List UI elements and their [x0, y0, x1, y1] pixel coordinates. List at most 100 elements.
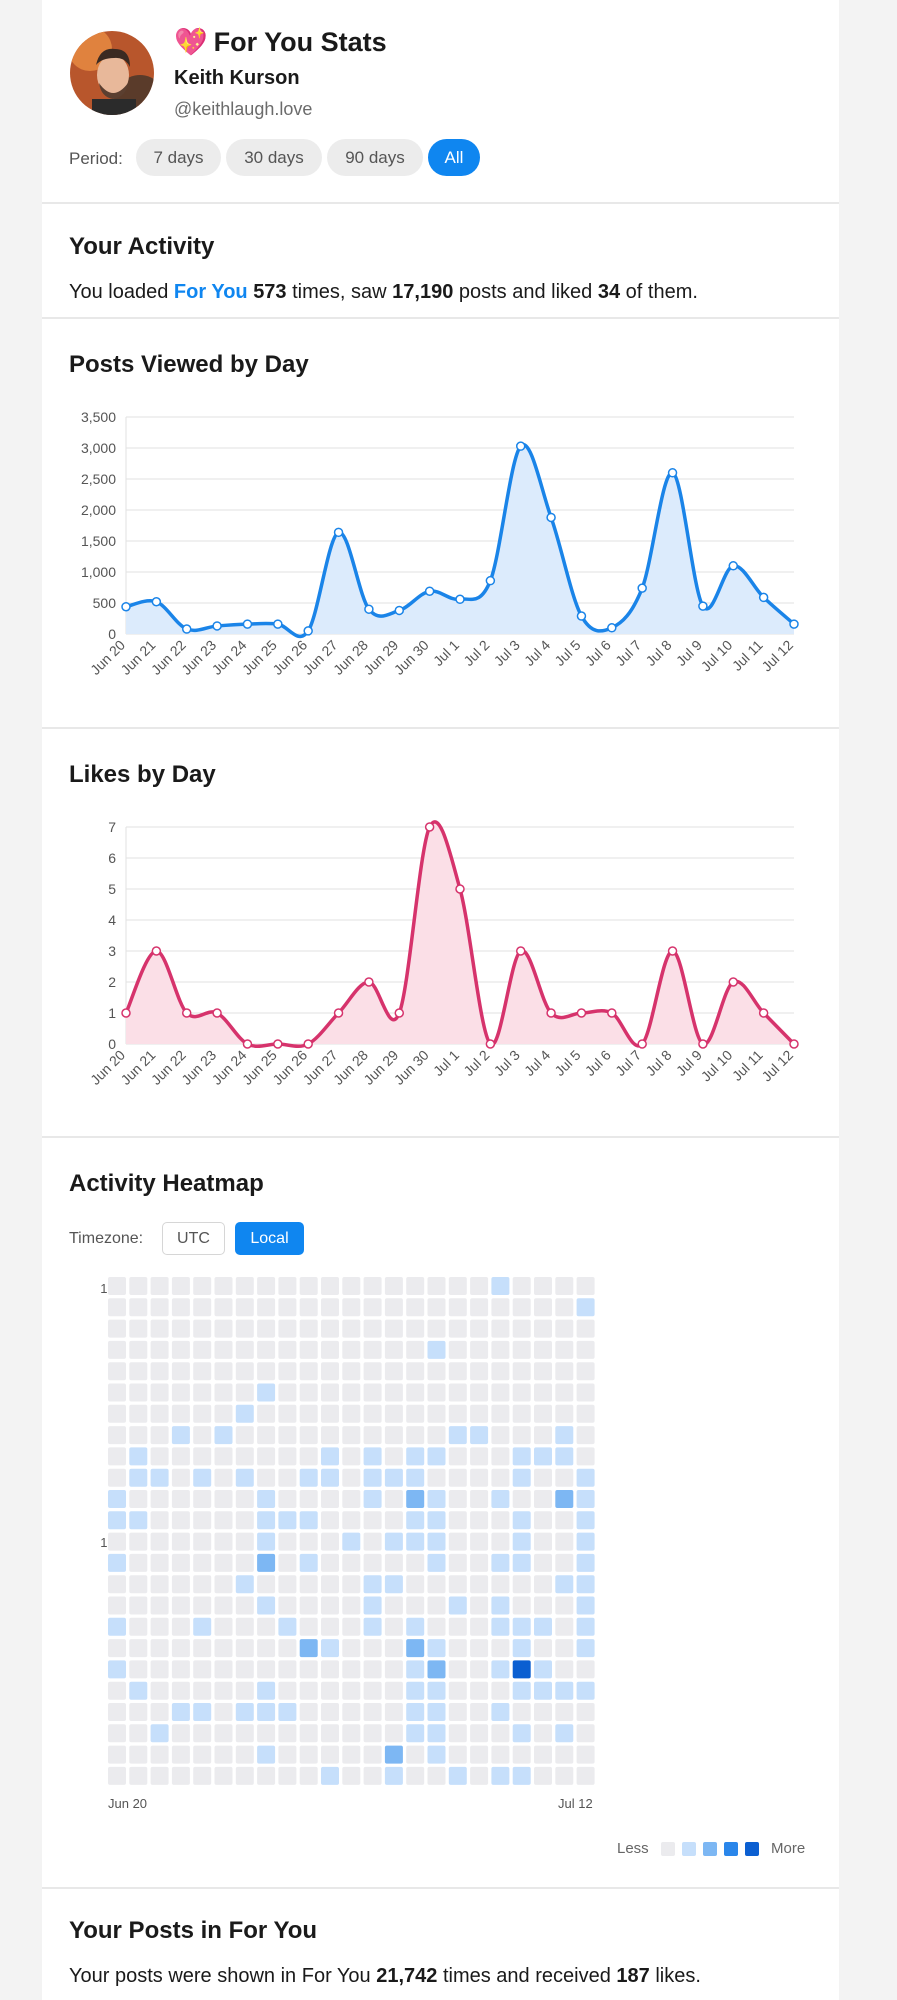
heatmap-cell — [171, 1447, 190, 1466]
heatmap-cell — [193, 1745, 212, 1764]
heatmap-cell — [193, 1404, 212, 1423]
timezone-utc-button[interactable]: UTC — [162, 1222, 225, 1255]
heatmap-cell — [299, 1490, 318, 1508]
heatmap-cell — [299, 1724, 318, 1743]
heatmap-cell — [470, 1766, 489, 1785]
heatmap-cell — [363, 1490, 382, 1508]
x-tick-label: Jul 6 — [582, 1047, 614, 1079]
heatmap-cell — [470, 1532, 489, 1551]
heatmap-cell — [299, 1532, 318, 1551]
timezone-local-button[interactable]: Local — [235, 1222, 304, 1255]
heatmap-cell — [470, 1745, 489, 1764]
heatmap-cell — [363, 1362, 382, 1381]
period-30-days-button[interactable]: 30 days — [226, 139, 322, 176]
heatmap-cell — [534, 1575, 552, 1594]
period-90-days-button[interactable]: 90 days — [327, 139, 423, 176]
section-divider — [42, 727, 839, 729]
heatmap-cell — [108, 1681, 126, 1700]
heatmap-cell — [384, 1298, 403, 1317]
heatmap-cell — [427, 1490, 446, 1508]
heatmap-cell — [193, 1532, 212, 1551]
heatmap-cell — [384, 1404, 403, 1423]
heatmap-cell — [150, 1745, 169, 1764]
heatmap-cell — [321, 1490, 339, 1508]
x-tick-label: Jul 11 — [729, 637, 766, 674]
heatmap-cell — [470, 1490, 489, 1508]
heatmap-cell — [342, 1617, 361, 1636]
heatmap-cell — [406, 1340, 425, 1359]
heatmap-cell — [427, 1277, 446, 1295]
for-you-link[interactable]: For You — [173, 281, 248, 303]
heatmap-cell — [363, 1639, 382, 1658]
heatmap-cell — [470, 1447, 489, 1466]
heatmap-cell — [235, 1617, 254, 1636]
heatmap-cell — [257, 1340, 276, 1359]
heatmap-cell — [427, 1553, 446, 1572]
heatmap-cell — [171, 1277, 190, 1295]
period-all-button[interactable]: All — [428, 139, 480, 176]
heatmap-cell — [278, 1383, 297, 1402]
own-posts-heading: Your Posts in For You — [69, 1917, 318, 1944]
heatmap-cell — [406, 1703, 425, 1721]
heatmap-cell — [321, 1532, 339, 1551]
series-area — [126, 821, 794, 1047]
heatmap-cell — [257, 1277, 276, 1295]
heatmap-cell — [342, 1447, 361, 1466]
heatmap-cell — [384, 1490, 403, 1508]
heatmap-cell — [512, 1745, 531, 1764]
heatmap-cell — [235, 1468, 254, 1487]
heatmap-cell — [576, 1404, 595, 1423]
likes-chart-heading: Likes by Day — [69, 761, 216, 788]
heatmap-cell — [534, 1703, 552, 1721]
legend-swatch-0 — [661, 1842, 675, 1856]
data-point — [181, 624, 192, 634]
heatmap-cell — [257, 1490, 276, 1508]
heatmap-cell — [235, 1639, 254, 1658]
heatmap-cell — [534, 1490, 552, 1508]
heatmap-cell — [299, 1681, 318, 1700]
heatmap-cell — [555, 1340, 574, 1359]
heatmap-cell — [257, 1383, 276, 1402]
heatmap-cell — [299, 1404, 318, 1423]
heatmap-cell — [384, 1766, 403, 1785]
heatmap-cell — [406, 1319, 425, 1338]
heatmap-cell — [108, 1724, 126, 1743]
heatmap-cell — [427, 1383, 446, 1402]
heatmap-cell — [278, 1426, 297, 1445]
section-divider — [42, 1136, 839, 1138]
heatmap-cell — [406, 1298, 425, 1317]
heatmap-cell — [384, 1340, 403, 1359]
heatmap-cell — [235, 1383, 254, 1402]
period-7-days-button[interactable]: 7 days — [136, 139, 221, 176]
heatmap-cell — [427, 1639, 446, 1658]
heatmap-cell — [150, 1468, 169, 1487]
avatar — [70, 31, 154, 115]
heatmap-cell — [278, 1639, 297, 1658]
heatmap-cell — [108, 1340, 126, 1359]
heatmap-cell — [171, 1404, 190, 1423]
heatmap-cell — [129, 1447, 148, 1466]
heatmap-cell — [342, 1639, 361, 1658]
heatmap-cell — [448, 1596, 467, 1615]
heatmap-cell — [406, 1277, 425, 1295]
heatmap-cell — [214, 1426, 233, 1445]
heatmap-cell — [576, 1681, 595, 1700]
heatmap-cell — [299, 1277, 318, 1295]
data-point — [121, 601, 131, 612]
heatmap-cell — [342, 1362, 361, 1381]
heatmap-cell — [171, 1319, 190, 1338]
heatmap-cell — [129, 1404, 148, 1423]
heatmap-cell — [534, 1596, 552, 1615]
heatmap-cell — [257, 1703, 276, 1721]
heatmap-cell — [214, 1490, 233, 1508]
heatmap-cell — [491, 1404, 510, 1423]
heatmap-cell — [193, 1277, 212, 1295]
heatmap-cell — [512, 1596, 531, 1615]
x-tick-label: Jul 7 — [612, 637, 644, 669]
heatmap-cell — [448, 1490, 467, 1508]
heatmap-cell — [278, 1298, 297, 1317]
heatmap-cell — [257, 1575, 276, 1594]
data-point — [424, 822, 435, 832]
heatmap-cell — [321, 1575, 339, 1594]
heatmap-cell — [278, 1596, 297, 1615]
